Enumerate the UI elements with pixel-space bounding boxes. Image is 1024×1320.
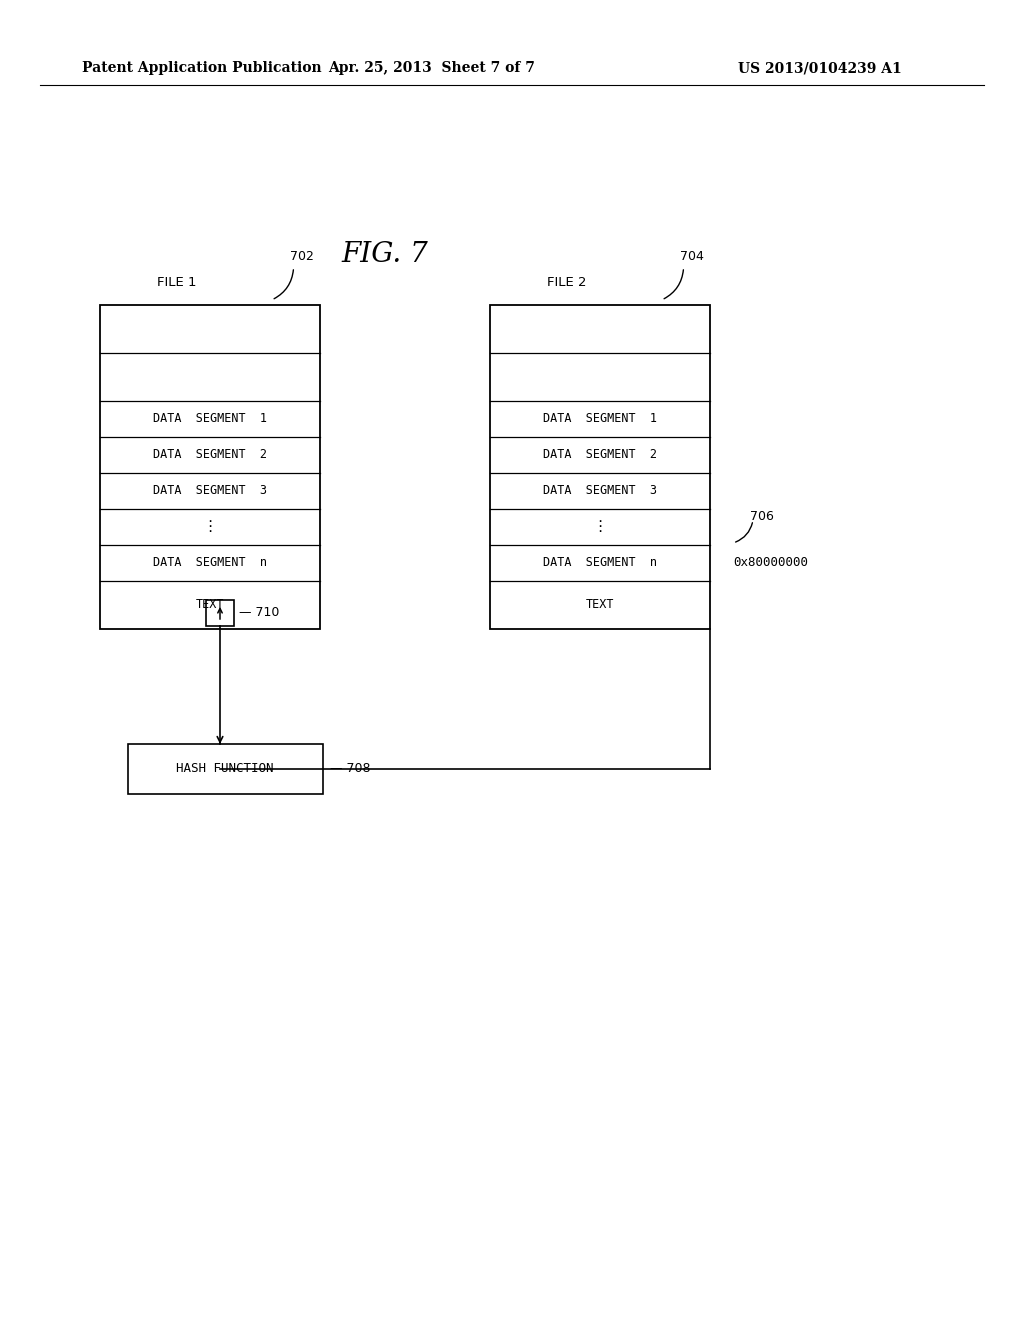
Text: Patent Application Publication: Patent Application Publication [82, 61, 322, 75]
Text: DATA  SEGMENT  2: DATA SEGMENT 2 [153, 449, 267, 462]
Text: — 708: — 708 [331, 763, 371, 776]
Text: DATA  SEGMENT  n: DATA SEGMENT n [543, 557, 657, 569]
Text: ⋮: ⋮ [592, 520, 607, 535]
Text: FIG. 7: FIG. 7 [342, 242, 428, 268]
Text: 706: 706 [750, 510, 774, 523]
Text: Apr. 25, 2013  Sheet 7 of 7: Apr. 25, 2013 Sheet 7 of 7 [329, 61, 536, 75]
Text: TEXT: TEXT [196, 598, 224, 611]
Text: 704: 704 [680, 249, 703, 263]
Text: FILE 1: FILE 1 [158, 276, 197, 289]
Bar [206, 601, 234, 626]
Text: TEXT: TEXT [586, 598, 614, 611]
Bar [490, 305, 710, 630]
Bar [100, 305, 319, 630]
Text: ⋮: ⋮ [203, 520, 218, 535]
Bar [128, 744, 323, 795]
Text: DATA  SEGMENT  1: DATA SEGMENT 1 [543, 412, 657, 425]
Text: DATA  SEGMENT  n: DATA SEGMENT n [153, 557, 267, 569]
Text: — 710: — 710 [239, 606, 280, 619]
Text: DATA  SEGMENT  2: DATA SEGMENT 2 [543, 449, 657, 462]
Text: DATA  SEGMENT  3: DATA SEGMENT 3 [543, 484, 657, 498]
Text: US 2013/0104239 A1: US 2013/0104239 A1 [738, 61, 902, 75]
Text: HASH FUNCTION: HASH FUNCTION [176, 763, 273, 776]
Text: DATA  SEGMENT  1: DATA SEGMENT 1 [153, 412, 267, 425]
Text: 702: 702 [290, 249, 313, 263]
Text: DATA  SEGMENT  3: DATA SEGMENT 3 [153, 484, 267, 498]
Text: 0x80000000: 0x80000000 [733, 557, 808, 569]
Text: FILE 2: FILE 2 [547, 276, 587, 289]
